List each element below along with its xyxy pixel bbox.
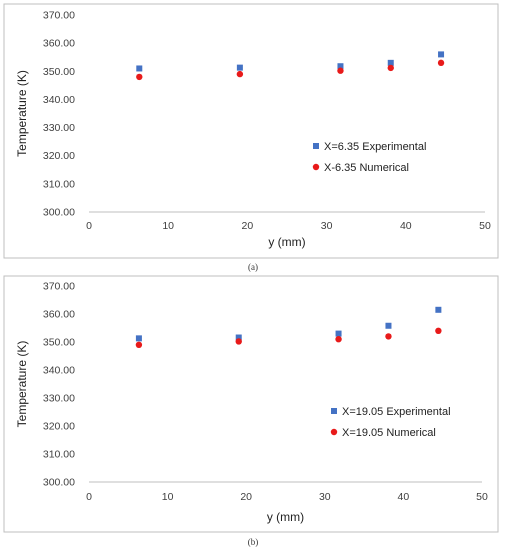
data-point-numerical xyxy=(236,70,244,78)
y-tick-label: 320.00 xyxy=(43,421,75,433)
y-tick-label: 300.00 xyxy=(43,207,75,219)
y-tick-label: 320.00 xyxy=(43,150,75,162)
data-point-numerical xyxy=(437,59,445,67)
data-point-experimental xyxy=(136,65,143,72)
data-point-experimental xyxy=(135,335,142,342)
x-tick-label: 50 xyxy=(476,491,488,503)
x-axis-title: y (mm) xyxy=(268,235,305,249)
y-tick-label: 370.00 xyxy=(43,10,75,22)
y-tick-label: 300.00 xyxy=(43,477,75,489)
legend-label: X=19.05 Numerical xyxy=(342,427,436,439)
y-tick-label: 370.00 xyxy=(43,281,75,293)
data-point-experimental xyxy=(236,64,243,71)
y-tick-label: 340.00 xyxy=(43,94,75,106)
x-tick-label: 30 xyxy=(321,220,333,232)
data-point-experimental xyxy=(387,59,394,66)
legend-label: X=19.05 Experimental xyxy=(342,406,451,418)
data-point-numerical xyxy=(385,333,392,340)
legend-marker xyxy=(331,408,337,414)
panel-caption: (a) xyxy=(248,262,258,272)
data-point-numerical xyxy=(135,341,143,348)
x-tick-label: 20 xyxy=(242,220,254,232)
x-tick-label: 0 xyxy=(86,220,92,232)
x-tick-label: 10 xyxy=(162,491,174,503)
data-point-numerical xyxy=(235,338,242,345)
x-tick-label: 50 xyxy=(479,220,491,232)
x-tick-label: 40 xyxy=(398,491,410,503)
legend-marker xyxy=(330,428,338,436)
data-point-numerical xyxy=(435,327,442,334)
legend-marker xyxy=(313,143,319,149)
y-tick-label: 360.00 xyxy=(43,38,75,50)
chart-panel-b: 300.00 310.00 320.00 330.00 340.00 350.00 360.… xyxy=(3,275,499,547)
y-tick-label: 310.00 xyxy=(43,449,75,461)
y-tick-label: 350.00 xyxy=(43,337,75,349)
data-point-experimental xyxy=(235,334,242,341)
x-axis-title: y (mm) xyxy=(267,510,304,524)
data-point-experimental xyxy=(385,322,392,329)
chart-panel-a: 300.00 310.00 320.00 330.00 340.00 350.00 360.… xyxy=(3,3,499,272)
legend-label: X-6.35 Numerical xyxy=(324,162,409,174)
y-axis-title: Temperature (K) xyxy=(15,70,29,157)
y-tick-label: 340.00 xyxy=(43,365,75,377)
data-point-numerical xyxy=(136,73,143,81)
y-tick-label: 360.00 xyxy=(43,309,75,321)
legend-label: X=6.35 Experimental xyxy=(324,141,426,153)
x-tick-label: 0 xyxy=(86,491,92,503)
y-tick-label: 310.00 xyxy=(43,178,75,190)
y-tick-label: 350.00 xyxy=(43,66,75,78)
data-point-experimental xyxy=(337,63,344,70)
panel-caption: (b) xyxy=(248,537,259,547)
x-tick-label: 30 xyxy=(319,491,331,503)
data-point-numerical xyxy=(337,67,344,74)
legend-marker xyxy=(312,163,320,171)
y-tick-label: 330.00 xyxy=(43,393,75,405)
y-axis-title: Temperature (K) xyxy=(15,341,29,428)
chart-frame xyxy=(3,3,499,259)
data-point-experimental xyxy=(335,330,342,337)
data-point-experimental xyxy=(438,51,445,58)
x-tick-label: 10 xyxy=(162,220,174,232)
x-tick-label: 20 xyxy=(240,491,252,503)
data-point-experimental xyxy=(435,306,442,313)
data-point-numerical xyxy=(387,64,394,72)
chart-frame xyxy=(3,275,499,533)
y-tick-label: 330.00 xyxy=(43,122,75,134)
x-tick-label: 40 xyxy=(400,220,412,232)
data-point-numerical xyxy=(335,336,342,343)
